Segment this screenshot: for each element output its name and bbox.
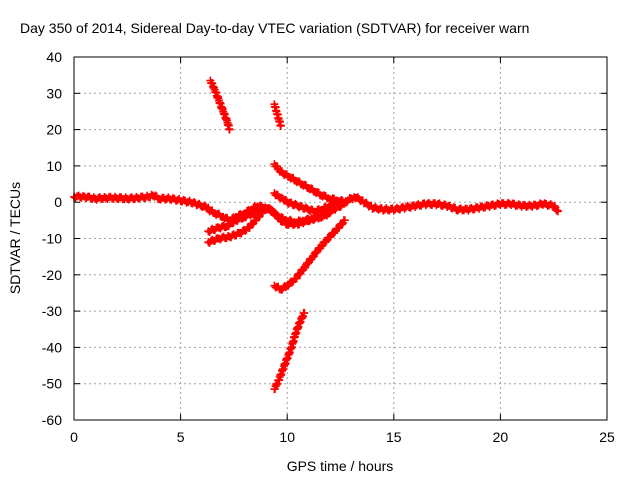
x-tick-label: 20 <box>493 429 509 445</box>
y-tick-label: -50 <box>42 376 62 392</box>
series-sat-g <box>270 100 285 130</box>
series-sat-i <box>270 308 309 394</box>
data-points-sat-h <box>270 216 349 294</box>
data-points-sat-g <box>270 100 285 130</box>
y-tick-label: -20 <box>42 267 62 283</box>
series-layer <box>70 76 562 394</box>
data-points-sat-e <box>270 160 351 207</box>
series-sat-h <box>270 216 349 294</box>
series-sat-b <box>204 193 562 236</box>
y-tick-label: 40 <box>46 49 62 65</box>
series-sat-c <box>204 204 279 247</box>
x-tick-label: 15 <box>386 429 402 445</box>
y-tick-label: -30 <box>42 303 62 319</box>
y-tick-label: 20 <box>46 122 62 138</box>
series-sat-e <box>270 160 351 207</box>
data-points-sat-d <box>270 189 341 216</box>
y-tick-label: -60 <box>42 412 62 428</box>
x-axis-label: GPS time / hours <box>287 458 394 474</box>
x-tick-label: 25 <box>599 429 615 445</box>
y-axis-label: SDTVAR / TECUs <box>7 182 23 294</box>
x-tick-label: 0 <box>70 429 78 445</box>
y-tick-label: -10 <box>42 231 62 247</box>
x-tick-label: 10 <box>279 429 295 445</box>
series-sat-f <box>206 76 234 134</box>
y-tick-label: 10 <box>46 158 62 174</box>
y-tick-label: 30 <box>46 85 62 101</box>
data-points-sat-i <box>270 308 309 394</box>
data-points-sat-f <box>206 76 234 134</box>
tick-layer <box>73 56 608 421</box>
x-tick-label: 5 <box>177 429 185 445</box>
chart-title: Day 350 of 2014, Sidereal Day-to-day VTE… <box>20 20 529 36</box>
y-tick-label: 0 <box>54 194 62 210</box>
data-points-sat-c <box>204 204 279 247</box>
tick-label-layer: 0 5 10 15 20 25 -60 -50 -40 -30 -20 -10 0 10 20 30 40 <box>42 49 615 445</box>
series-sat-d <box>270 189 341 216</box>
data-points-sat-b <box>204 193 562 236</box>
y-tick-label: -40 <box>42 339 62 355</box>
